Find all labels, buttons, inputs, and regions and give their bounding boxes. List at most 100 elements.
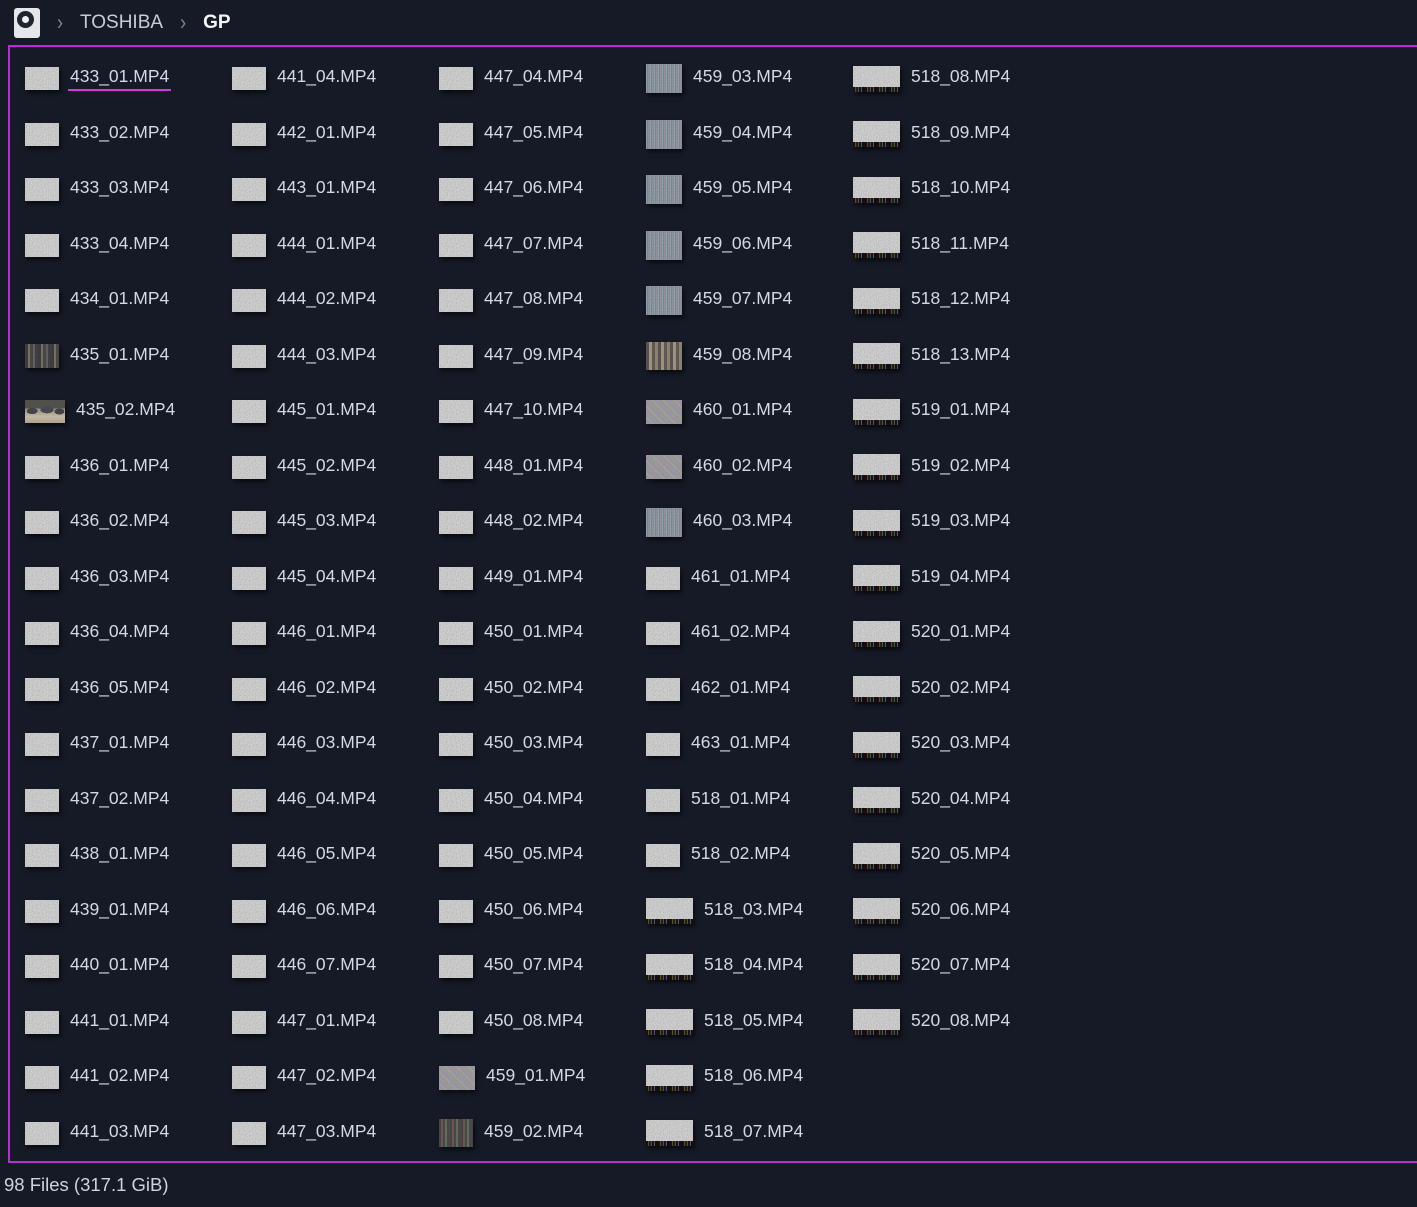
file-item[interactable]: 445_03.MP4 [232,495,439,551]
file-item[interactable]: 450_02.MP4 [439,662,646,718]
file-item[interactable]: 459_03.MP4 [646,51,853,107]
file-item[interactable]: 461_01.MP4 [646,551,853,607]
file-item[interactable]: 459_04.MP4 [646,107,853,163]
file-item[interactable]: 520_04.MP4 [853,773,1060,829]
file-item[interactable]: 445_01.MP4 [232,384,439,440]
file-item[interactable]: 446_07.MP4 [232,939,439,995]
file-item[interactable]: 435_02.MP4 [25,384,232,440]
file-item[interactable]: 450_08.MP4 [439,995,646,1051]
file-item[interactable]: 520_07.MP4 [853,939,1060,995]
file-item[interactable]: 450_04.MP4 [439,773,646,829]
file-item[interactable]: 518_05.MP4 [646,995,853,1051]
file-item[interactable]: 450_01.MP4 [439,606,646,662]
file-item[interactable]: 447_05.MP4 [439,107,646,163]
file-item[interactable]: 519_01.MP4 [853,384,1060,440]
file-item[interactable]: 519_03.MP4 [853,495,1060,551]
file-item[interactable]: 447_04.MP4 [439,51,646,107]
file-item[interactable]: 434_01.MP4 [25,273,232,329]
file-item[interactable]: 518_08.MP4 [853,51,1060,107]
file-item[interactable]: 520_06.MP4 [853,884,1060,940]
file-item[interactable]: 441_02.MP4 [25,1050,232,1106]
breadcrumb-drive[interactable]: TOSHIBA [80,11,164,33]
file-item[interactable]: 437_02.MP4 [25,773,232,829]
file-item[interactable]: 436_01.MP4 [25,440,232,496]
file-item[interactable]: 518_11.MP4 [853,218,1060,274]
file-item[interactable]: 450_05.MP4 [439,828,646,884]
file-item[interactable]: 441_03.MP4 [25,1106,232,1162]
file-item[interactable]: 462_01.MP4 [646,662,853,718]
file-item[interactable]: 444_02.MP4 [232,273,439,329]
file-item[interactable]: 460_01.MP4 [646,384,853,440]
breadcrumb-current-folder[interactable]: GP [203,11,231,33]
file-item[interactable]: 518_06.MP4 [646,1050,853,1106]
file-item[interactable]: 447_02.MP4 [232,1050,439,1106]
file-item[interactable]: 444_03.MP4 [232,329,439,385]
file-item[interactable]: 445_04.MP4 [232,551,439,607]
file-item[interactable]: 518_01.MP4 [646,773,853,829]
file-item[interactable]: 433_02.MP4 [25,107,232,163]
file-item[interactable]: 519_04.MP4 [853,551,1060,607]
file-item[interactable]: 461_02.MP4 [646,606,853,662]
file-item[interactable]: 459_06.MP4 [646,218,853,274]
file-item[interactable]: 441_01.MP4 [25,995,232,1051]
file-item[interactable]: 441_04.MP4 [232,51,439,107]
file-item[interactable]: 433_04.MP4 [25,218,232,274]
file-item[interactable]: 459_05.MP4 [646,162,853,218]
file-item[interactable]: 448_02.MP4 [439,495,646,551]
file-item[interactable]: 518_12.MP4 [853,273,1060,329]
file-item[interactable]: 446_06.MP4 [232,884,439,940]
file-item[interactable]: 443_01.MP4 [232,162,439,218]
file-item[interactable]: 520_08.MP4 [853,995,1060,1051]
file-item[interactable]: 446_03.MP4 [232,717,439,773]
file-item[interactable]: 435_01.MP4 [25,329,232,385]
file-item[interactable]: 448_01.MP4 [439,440,646,496]
file-item[interactable]: 518_04.MP4 [646,939,853,995]
file-item[interactable]: 447_09.MP4 [439,329,646,385]
file-item[interactable]: 438_01.MP4 [25,828,232,884]
file-item[interactable]: 459_07.MP4 [646,273,853,329]
file-item[interactable]: 444_01.MP4 [232,218,439,274]
file-item[interactable]: 446_05.MP4 [232,828,439,884]
file-item[interactable]: 436_03.MP4 [25,551,232,607]
file-item[interactable]: 446_01.MP4 [232,606,439,662]
file-item[interactable]: 437_01.MP4 [25,717,232,773]
file-item[interactable]: 433_01.MP4 [25,51,232,107]
file-item[interactable]: 518_03.MP4 [646,884,853,940]
file-item[interactable]: 459_02.MP4 [439,1106,646,1162]
file-item[interactable]: 433_03.MP4 [25,162,232,218]
file-item[interactable]: 520_01.MP4 [853,606,1060,662]
file-item[interactable]: 450_06.MP4 [439,884,646,940]
file-item[interactable]: 460_02.MP4 [646,440,853,496]
file-item[interactable]: 446_02.MP4 [232,662,439,718]
camera-lens-icon[interactable] [14,7,40,38]
file-item[interactable]: 520_02.MP4 [853,662,1060,718]
file-item[interactable]: 440_01.MP4 [25,939,232,995]
file-item[interactable]: 436_02.MP4 [25,495,232,551]
file-item[interactable]: 519_02.MP4 [853,440,1060,496]
file-item[interactable]: 460_03.MP4 [646,495,853,551]
file-item[interactable]: 520_05.MP4 [853,828,1060,884]
file-item[interactable]: 439_01.MP4 [25,884,232,940]
file-item[interactable]: 436_04.MP4 [25,606,232,662]
file-item[interactable]: 447_07.MP4 [439,218,646,274]
file-item[interactable]: 518_07.MP4 [646,1106,853,1162]
file-item[interactable]: 447_01.MP4 [232,995,439,1051]
file-item[interactable]: 518_10.MP4 [853,162,1060,218]
file-item[interactable]: 459_01.MP4 [439,1050,646,1106]
file-item[interactable]: 518_13.MP4 [853,329,1060,385]
file-item[interactable]: 520_03.MP4 [853,717,1060,773]
file-item[interactable]: 442_01.MP4 [232,107,439,163]
file-item[interactable]: 518_02.MP4 [646,828,853,884]
file-item[interactable]: 446_04.MP4 [232,773,439,829]
file-item[interactable]: 447_03.MP4 [232,1106,439,1162]
file-item[interactable]: 450_07.MP4 [439,939,646,995]
file-item[interactable]: 447_08.MP4 [439,273,646,329]
file-item[interactable]: 459_08.MP4 [646,329,853,385]
file-item[interactable]: 447_06.MP4 [439,162,646,218]
file-item[interactable]: 450_03.MP4 [439,717,646,773]
file-item[interactable]: 518_09.MP4 [853,107,1060,163]
file-item[interactable]: 436_05.MP4 [25,662,232,718]
file-item[interactable]: 445_02.MP4 [232,440,439,496]
file-item[interactable]: 447_10.MP4 [439,384,646,440]
file-item[interactable]: 449_01.MP4 [439,551,646,607]
